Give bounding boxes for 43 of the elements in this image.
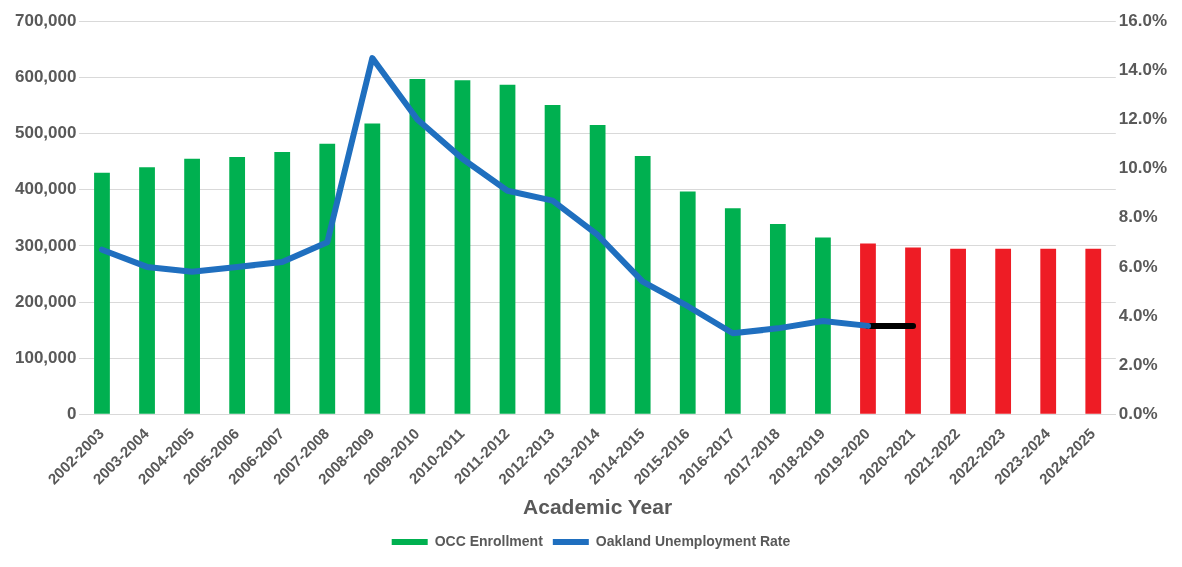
bar bbox=[544, 104, 561, 414]
bar bbox=[1085, 248, 1102, 414]
bar bbox=[364, 123, 381, 414]
y-tick-label: 200,000 bbox=[15, 291, 77, 311]
y-tick-label: 100,000 bbox=[15, 347, 77, 367]
bar bbox=[94, 172, 110, 414]
y-tick-label: 700,000 bbox=[15, 10, 77, 30]
y2-tick-label: 16.0% bbox=[1118, 10, 1167, 30]
bar bbox=[634, 155, 651, 414]
y2-tick-label: 6.0% bbox=[1118, 256, 1158, 276]
bar bbox=[995, 248, 1012, 414]
y2-tick-label: 8.0% bbox=[1118, 207, 1158, 227]
y-tick-label: 400,000 bbox=[15, 179, 77, 199]
bar bbox=[950, 248, 966, 414]
bar bbox=[229, 157, 246, 414]
y2-tick-label: 10.0% bbox=[1118, 158, 1167, 178]
y2-tick-label: 4.0% bbox=[1118, 305, 1158, 325]
bar bbox=[769, 223, 786, 414]
bar bbox=[319, 143, 336, 414]
legend-label: OCC Enrollment bbox=[434, 532, 544, 549]
y2-tick-label: 12.0% bbox=[1118, 109, 1167, 129]
bar bbox=[139, 167, 155, 414]
bar bbox=[409, 79, 426, 414]
bar bbox=[815, 237, 831, 414]
bar bbox=[454, 80, 471, 414]
bar bbox=[860, 243, 876, 414]
bar bbox=[274, 152, 291, 414]
bar bbox=[184, 158, 200, 414]
bar bbox=[589, 125, 606, 414]
bar bbox=[679, 191, 696, 414]
bar bbox=[724, 208, 741, 414]
legend-label: Oakland Unemployment Rate bbox=[595, 532, 791, 549]
bar bbox=[905, 247, 921, 414]
y-tick-label: 0 bbox=[66, 404, 77, 424]
y2-tick-label: 14.0% bbox=[1118, 60, 1167, 80]
y-tick-label: 500,000 bbox=[15, 123, 77, 143]
y2-tick-label: 2.0% bbox=[1118, 354, 1158, 374]
x-axis-title: Academic Year bbox=[523, 495, 673, 519]
bar bbox=[499, 84, 516, 414]
y-tick-label: 600,000 bbox=[15, 67, 77, 87]
bar bbox=[1040, 248, 1057, 414]
y2-tick-label: 0.0% bbox=[1118, 404, 1158, 424]
y-tick-label: 300,000 bbox=[15, 235, 77, 255]
